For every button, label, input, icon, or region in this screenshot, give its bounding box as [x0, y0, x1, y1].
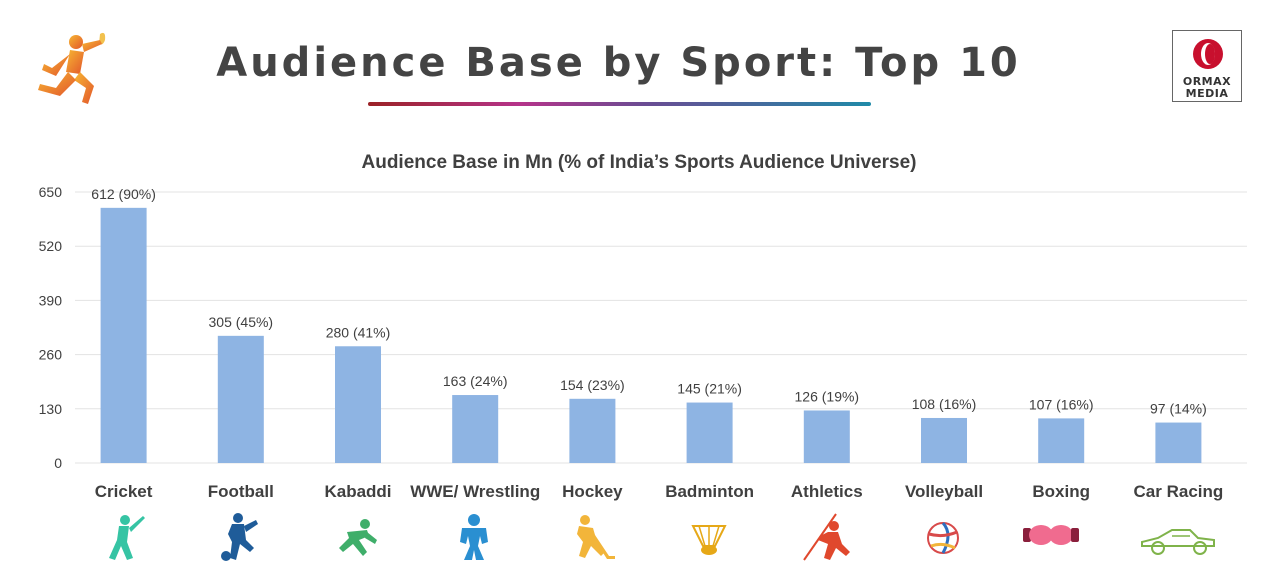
ormax-logo-mark-icon — [1193, 39, 1223, 69]
data-label: 612 (90%) — [91, 186, 156, 202]
y-tick-label: 520 — [39, 238, 63, 254]
data-label: 280 (41%) — [326, 324, 391, 340]
y-tick-label: 260 — [39, 347, 63, 363]
data-label: 108 (16%) — [912, 396, 977, 412]
shuttlecock-icon — [685, 512, 735, 562]
volleyball-icon — [919, 512, 969, 562]
x-category-label: Hockey — [562, 482, 623, 501]
y-tick-label: 390 — [39, 292, 63, 308]
x-category-label: Kabaddi — [324, 482, 391, 501]
y-tick-label: 650 — [39, 184, 63, 200]
kabaddi-player-icon — [333, 512, 383, 562]
logo-text-line2: MEDIA — [1185, 87, 1229, 100]
hockey-player-icon — [567, 512, 617, 562]
bar-wwe-wrestling — [452, 395, 499, 463]
boxing-gloves-icon — [1021, 512, 1101, 562]
ormax-media-logo: ORMAX MEDIA — [1172, 30, 1242, 102]
x-category-label: Car Racing — [1134, 482, 1224, 501]
bar-kabaddi — [335, 346, 381, 463]
bar-cricket — [100, 207, 147, 463]
wrestler-icon — [450, 512, 500, 562]
chart-title: Audience Base in Mn (% of India’s Sports… — [362, 152, 917, 173]
x-category-label: Cricket — [95, 482, 153, 501]
bar-athletics — [803, 410, 850, 463]
bar-volleyball — [921, 417, 967, 463]
logo-text-line1: ORMAX — [1182, 75, 1232, 88]
cricket-batsman-icon — [99, 512, 149, 562]
data-label: 163 (24%) — [443, 373, 508, 389]
title-underline — [368, 102, 871, 106]
data-label: 154 (23%) — [560, 377, 625, 393]
bar-car-racing — [1155, 422, 1202, 463]
bar-football — [217, 335, 264, 463]
data-label: 107 (16%) — [1029, 396, 1094, 412]
x-category-label: Football — [208, 482, 274, 501]
bar-boxing — [1038, 418, 1085, 463]
bar-badminton — [686, 402, 733, 463]
football-player-icon — [216, 512, 266, 562]
x-category-label: Boxing — [1032, 482, 1090, 501]
y-tick-label: 0 — [54, 455, 62, 471]
x-category-label: WWE/ Wrestling — [410, 482, 540, 501]
data-label: 145 (21%) — [677, 381, 742, 397]
x-category-label: Volleyball — [905, 482, 983, 501]
x-category-label: Badminton — [665, 482, 754, 501]
javelin-thrower-icon — [802, 512, 852, 562]
bar-hockey — [569, 398, 616, 463]
data-label: 97 (14%) — [1150, 401, 1207, 417]
race-car-icon — [1138, 512, 1218, 562]
data-label: 305 (45%) — [209, 314, 274, 330]
page-title: Audience Base by Sport: Top 10 — [216, 40, 1021, 86]
y-tick-label: 130 — [39, 401, 63, 417]
x-category-label: Athletics — [791, 482, 863, 501]
data-label: 126 (19%) — [795, 388, 860, 404]
runner-torch-logo-icon — [30, 28, 115, 108]
